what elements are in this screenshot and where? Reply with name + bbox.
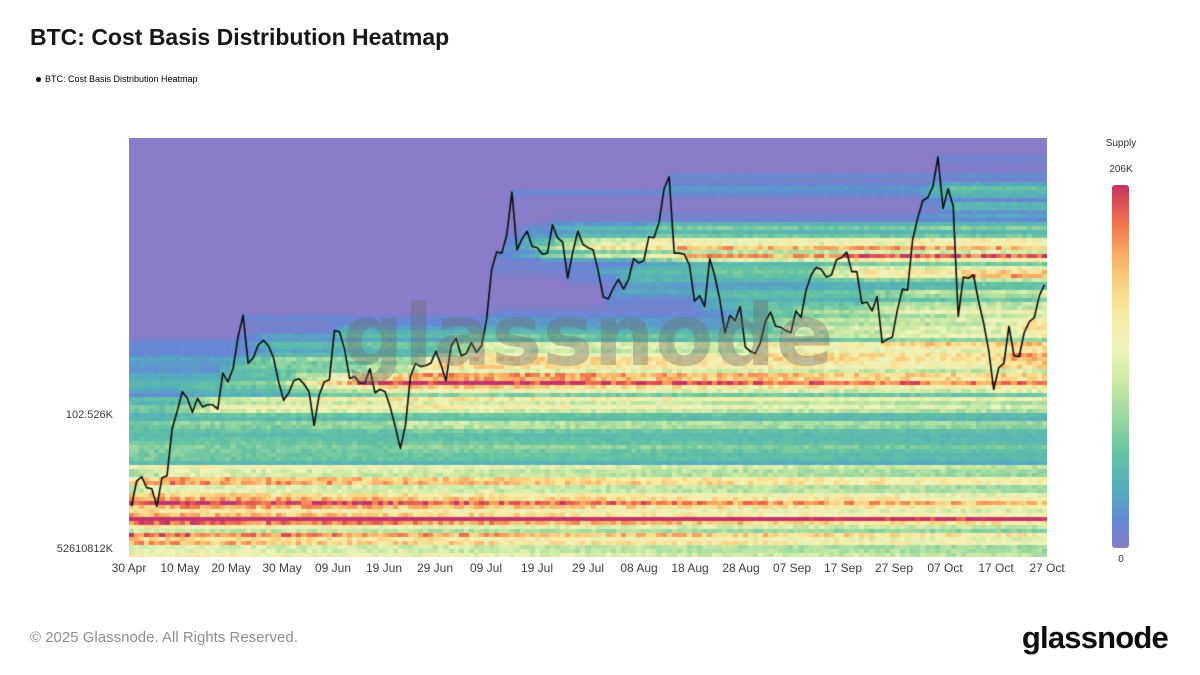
colorbar-title: Supply: [1105, 138, 1137, 149]
x-tick-label: 19 Jun: [365, 561, 403, 575]
x-tick-label: 27 Sep: [874, 561, 914, 575]
legend-dot-icon: [36, 76, 41, 82]
x-tick-label: 10 May: [160, 561, 200, 575]
x-tick-label: 09 Jul: [469, 561, 503, 575]
x-tick-label: 07 Oct: [927, 561, 963, 575]
page-title: BTC: Cost Basis Distribution Heatmap: [30, 24, 450, 50]
x-tick-label: 27 Oct: [1029, 561, 1065, 575]
colorbar: Supply 206K 0: [1096, 136, 1146, 576]
chart-area: glassnode: [129, 138, 1047, 557]
x-tick-label: 29 Jun: [416, 561, 454, 575]
x-tick-label: 09 Jun: [314, 561, 352, 575]
legend-label: BTC: Cost Basis Distribution Heatmap: [45, 74, 198, 84]
legend-item[interactable]: BTC: Cost Basis Distribution Heatmap: [36, 74, 198, 84]
x-tick-label: 17 Oct: [978, 561, 1014, 575]
glassnode-logo: glassnode: [1021, 620, 1169, 655]
x-tick-label: 18 Aug: [671, 561, 709, 575]
x-tick-label: 19 Jul: [520, 561, 554, 575]
y-tick-label: 102.526K: [65, 409, 113, 422]
x-tick-label: 07 Sep: [772, 561, 812, 575]
x-tick-label: 17 Sep: [823, 561, 863, 575]
heatmap-canvas[interactable]: [129, 138, 1047, 557]
x-tick-label: 30 May: [262, 561, 302, 575]
x-tick-label: 29 Jul: [571, 561, 605, 575]
y-tick-label: 52610812K: [56, 542, 113, 555]
copyright-text: © 2025 Glassnode. All Rights Reserved.: [30, 629, 298, 646]
colorbar-min-label: 0: [1118, 554, 1124, 565]
x-tick-label: 30 Apr: [111, 561, 147, 575]
colorbar-gradient: [1112, 185, 1129, 548]
x-tick-label: 20 May: [211, 561, 251, 575]
colorbar-max-label: 206K: [1109, 164, 1133, 175]
x-tick-label: 28 Aug: [722, 561, 760, 575]
x-tick-label: 08 Aug: [620, 561, 658, 575]
